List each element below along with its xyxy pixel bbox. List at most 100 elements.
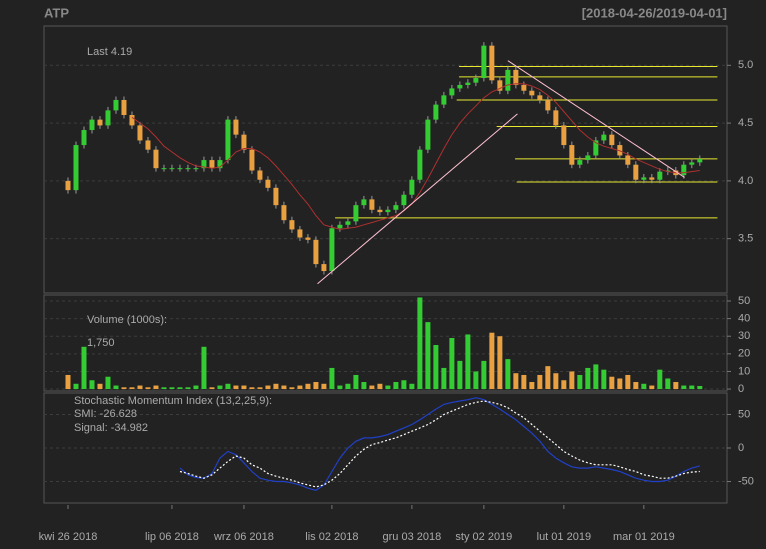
candle-body: [305, 237, 311, 240]
candle-body: [497, 80, 503, 91]
candle-body: [105, 110, 111, 126]
candle-body: [137, 125, 143, 141]
candle-body: [113, 99, 119, 111]
volume-bar: [201, 346, 207, 390]
candle-body: [345, 221, 351, 225]
volume-bar: [265, 385, 271, 390]
volume-bar: [89, 380, 95, 390]
x-tick-label: wrz 06 2018: [213, 531, 274, 543]
candle-body: [185, 168, 191, 170]
volume-bar: [409, 383, 415, 390]
y-tick-label: 10: [738, 365, 750, 377]
volume-bar: [289, 387, 295, 390]
volume-bar: [385, 385, 391, 390]
volume-bar: [609, 376, 615, 390]
candle-body: [681, 164, 687, 176]
volume-bar: [81, 346, 87, 390]
candle-body: [361, 199, 367, 206]
candle-body: [241, 134, 247, 150]
volume-bar: [641, 383, 647, 390]
candle-body: [457, 84, 463, 89]
candle-body: [569, 145, 575, 165]
candle-body: [649, 177, 655, 180]
y-tick-label: 30: [738, 330, 750, 342]
volume-bar: [441, 367, 447, 390]
volume-bar: [593, 364, 599, 390]
candle-body: [617, 145, 623, 156]
y-tick-label: 40: [738, 313, 750, 325]
volume-bar: [425, 322, 431, 390]
volume-bar: [321, 383, 327, 390]
candle-body: [129, 115, 135, 126]
volume-bar: [225, 383, 231, 390]
candle-body: [89, 119, 95, 131]
volume-bar: [161, 387, 167, 390]
volume-bar: [569, 371, 575, 390]
candle-body: [561, 125, 567, 146]
y-tick-label: 3.5: [738, 233, 753, 245]
candle-body: [177, 168, 183, 170]
candle-body: [97, 119, 103, 126]
volume-bar: [313, 382, 319, 390]
volume-bar: [193, 385, 199, 390]
volume-bar: [305, 383, 311, 390]
volume-bar: [73, 383, 79, 390]
x-tick-label: lis 02 2018: [305, 531, 358, 543]
y-tick-label: 20: [738, 348, 750, 360]
candle-body: [529, 90, 535, 96]
volume-bar: [257, 387, 263, 390]
candle-body: [209, 160, 215, 169]
volume-bar: [105, 376, 111, 390]
candle-body: [657, 171, 663, 180]
date-range: [2018-04-26/2019-04-01]: [582, 5, 727, 20]
candle-body: [625, 155, 631, 165]
volume-bar: [665, 378, 671, 390]
candle-body: [473, 78, 479, 83]
volume-bar: [681, 385, 687, 390]
volume-bar: [689, 385, 695, 390]
candle-body: [401, 194, 407, 206]
candle-body: [689, 162, 695, 165]
volume-bar: [297, 385, 303, 390]
volume-bar: [217, 385, 223, 390]
volume-bar: [473, 371, 479, 390]
candle-body: [169, 168, 175, 170]
volume-bar: [433, 345, 439, 390]
candle-body: [257, 170, 263, 180]
candle-body: [545, 99, 551, 111]
volume-bar: [249, 387, 255, 390]
volume-bar: [65, 374, 71, 390]
candle-body: [481, 45, 487, 79]
candle-body: [489, 45, 495, 81]
volume-bar: [457, 360, 463, 390]
candle-body: [417, 149, 423, 180]
volume-bar: [273, 383, 279, 390]
candle-body: [633, 164, 639, 180]
volume-bar: [113, 385, 119, 390]
x-tick-label: lip 06 2018: [145, 531, 199, 543]
indicator-line: [179, 397, 700, 491]
candle-body: [697, 158, 703, 163]
candle-body: [553, 110, 559, 126]
x-tick-label: lut 01 2019: [537, 531, 591, 543]
volume-bar: [585, 367, 591, 390]
candle-body: [609, 134, 615, 146]
volume-last: 1,750: [87, 337, 115, 349]
volume-bar: [657, 369, 663, 390]
legend-entry: SMI: -26.628: [74, 408, 137, 420]
candle-body: [521, 84, 527, 91]
panel-frame: [43, 294, 728, 392]
candle-body: [249, 149, 255, 171]
x-tick-label: sty 02 2019: [455, 531, 512, 543]
candle-body: [393, 205, 399, 210]
candle-body: [665, 170, 671, 172]
volume-bar: [481, 360, 487, 390]
volume-bar: [177, 387, 183, 390]
candle-body: [425, 119, 431, 150]
volume-bar: [649, 385, 655, 390]
candle-body: [385, 209, 391, 213]
volume-bar: [417, 297, 423, 390]
last-price: Last 4.19: [87, 46, 132, 58]
